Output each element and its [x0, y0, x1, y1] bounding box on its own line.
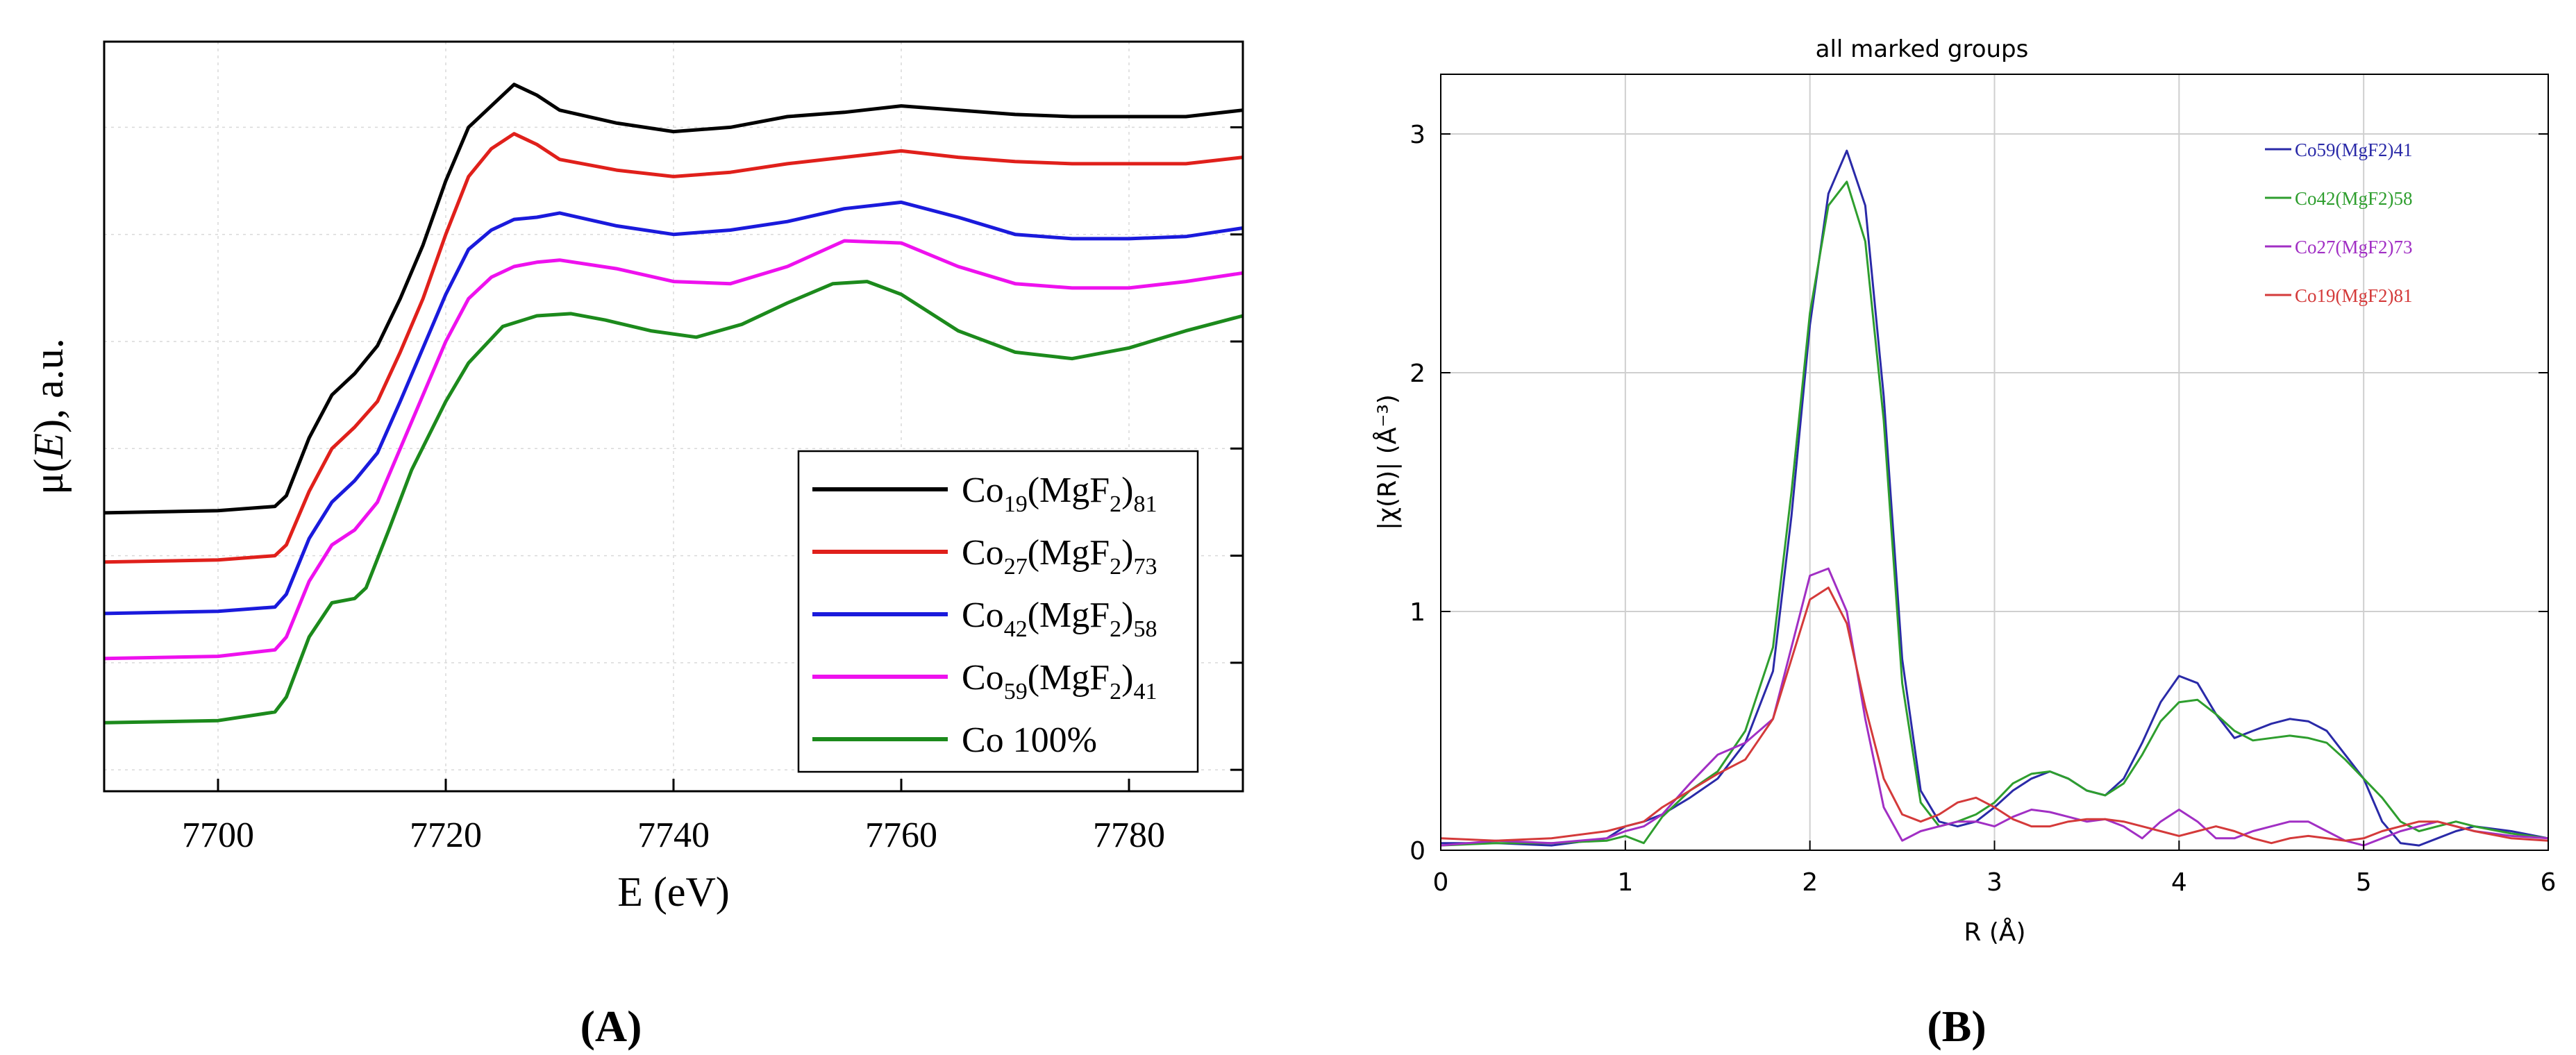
panel-a-y-axis-label-italic: E: [26, 433, 72, 459]
panel-a-legend-text: 73: [1134, 554, 1157, 580]
panel-a-y-axis-label-suffix: ), a.u.: [26, 338, 72, 433]
panel-a-legend-entry: Co59(MgF2)41: [962, 658, 1157, 704]
panel-b-x-tick-label: 0: [1433, 868, 1449, 897]
panel-b-series-line-3: [1440, 567, 2549, 847]
panel-a-legend-entry: Co 100%: [962, 720, 1097, 760]
panel-b-x-tick-label: 3: [1987, 868, 2002, 897]
panel-a-legend-text: 2: [1110, 616, 1121, 642]
panel-a-x-axis-label: E (eV): [617, 869, 730, 915]
panel-a-legend-text: 81: [1134, 491, 1157, 517]
panel-a-ticks: 7700 7720 7740 7760 7780: [182, 126, 1243, 855]
panel-a-legend-text: 58: [1134, 616, 1157, 642]
panel-a-legend-text: 19: [1004, 491, 1028, 517]
panel-a-label-letter: A: [595, 1002, 627, 1051]
panel-a-legend-entry: Co42(MgF2)58: [962, 596, 1157, 642]
panel-a-legend-text: (MgF: [1028, 658, 1110, 698]
panel-b-x-axis-label: R (Å): [1964, 917, 2025, 947]
panel-a-legend-text: 2: [1110, 679, 1121, 704]
panel-b-y-axis-label: |χ(R)| (Å⁻³): [1372, 394, 1402, 530]
panel-a-x-tick-label: 7700: [182, 816, 254, 855]
panel-a-legend-text: (MgF: [1028, 533, 1110, 573]
panel-a-legend-text: 27: [1004, 554, 1028, 580]
panel-a-legend-text: Co 100%: [962, 720, 1097, 760]
panel-b-legend-entry: Co27(MgF2)73: [2295, 237, 2413, 258]
panel-a-legend-text: Co: [962, 658, 1004, 698]
panel-a-legend-text: (MgF: [1028, 471, 1110, 510]
panel-a-x-tick-label: 7740: [637, 816, 710, 855]
panel-b-x-tick-label: 5: [2356, 868, 2372, 897]
panel-b-legend-entry: Co42(MgF2)58: [2295, 188, 2413, 209]
panel-b-label: (B): [1927, 1002, 1986, 1051]
panel-a-legend-text: 42: [1004, 616, 1028, 642]
panel-b-y-tick-label: 0: [1410, 837, 1425, 866]
panel-a-legend-entry: Co19(MgF2)81: [962, 471, 1157, 517]
panel-a-x-tick-label: 7720: [410, 816, 482, 855]
panel-a-legend-text: ): [1121, 596, 1133, 635]
panel-b-x-tick-label: 1: [1617, 868, 1633, 897]
panel-a-series-line-4: [103, 239, 1244, 661]
panel-b-y-tick-label: 3: [1410, 121, 1425, 149]
panel-b-series-line-2: [1440, 180, 2549, 847]
panel-a-legend-text: Co: [962, 596, 1004, 635]
panel-a-legend-text: ): [1121, 533, 1133, 573]
panel-a-chart: 7700 7720 7740 7760 7780 E (eV) μ(E), a.u. C…: [26, 40, 1244, 1051]
panel-b-chart: all marked groups 0 1 2 3 4 5 6 0 1 2 3 R (Å) |χ(R…: [1372, 35, 2556, 1051]
panel-a-legend-entry: Co27(MgF2)73: [962, 533, 1157, 580]
panel-a-label: (A): [580, 1002, 642, 1051]
panel-a-series-line-2: [103, 132, 1244, 564]
panel-b-y-tick-label: 2: [1410, 360, 1425, 388]
panel-a-legend-text: 2: [1110, 554, 1121, 580]
panel-a-legend-text: 41: [1134, 679, 1157, 704]
panel-b-legend: Co59(MgF2)41 Co42(MgF2)58 Co27(MgF2)73 Co19…: [2265, 140, 2413, 306]
panel-a-legend-text: ): [1121, 658, 1133, 698]
panel-b-legend-entry: Co59(MgF2)41: [2295, 140, 2413, 160]
panel-b-x-tick-label: 4: [2171, 868, 2187, 897]
panel-a-legend-text: Co: [962, 471, 1004, 510]
panel-a-series-line-3: [103, 200, 1244, 616]
panel-b-series-line-4: [1440, 586, 2549, 845]
panel-b-label-letter: B: [1942, 1002, 1972, 1051]
panel-a-legend: Co19(MgF2)81Co27(MgF2)73Co42(MgF2)58Co59…: [797, 450, 1199, 773]
panel-a-series-line-1: [103, 83, 1244, 515]
panel-a-legend-text: Co: [962, 533, 1004, 573]
panel-a-series-line-5: [103, 280, 1244, 725]
panel-a-legend-text: ): [1121, 471, 1133, 510]
panel-b-title: all marked groups: [1816, 35, 2029, 63]
panel-a-y-axis-label-prefix: μ(: [26, 459, 72, 495]
panel-a-legend-text: (MgF: [1028, 596, 1110, 635]
panel-b-ticks: 0 1 2 3 4 5 6 0 1 2 3: [1410, 121, 2556, 897]
panel-a-x-tick-label: 7760: [865, 816, 937, 855]
panel-a-y-axis-label: μ(E), a.u.: [26, 338, 72, 494]
panel-a-x-tick-label: 7780: [1093, 816, 1165, 855]
panel-a-legend-text: 2: [1110, 491, 1121, 517]
panel-b-series: [1440, 149, 2549, 847]
panel-a-legend-box: [797, 450, 1199, 773]
panel-b-x-tick-label: 6: [2541, 868, 2557, 897]
panel-b-legend-entry: Co19(MgF2)81: [2295, 285, 2413, 306]
panel-b-y-tick-label: 1: [1410, 598, 1425, 627]
panel-a-legend-text: 59: [1004, 679, 1028, 704]
panel-a-series: [103, 83, 1244, 725]
panel-b-x-tick-label: 2: [1802, 868, 1818, 897]
